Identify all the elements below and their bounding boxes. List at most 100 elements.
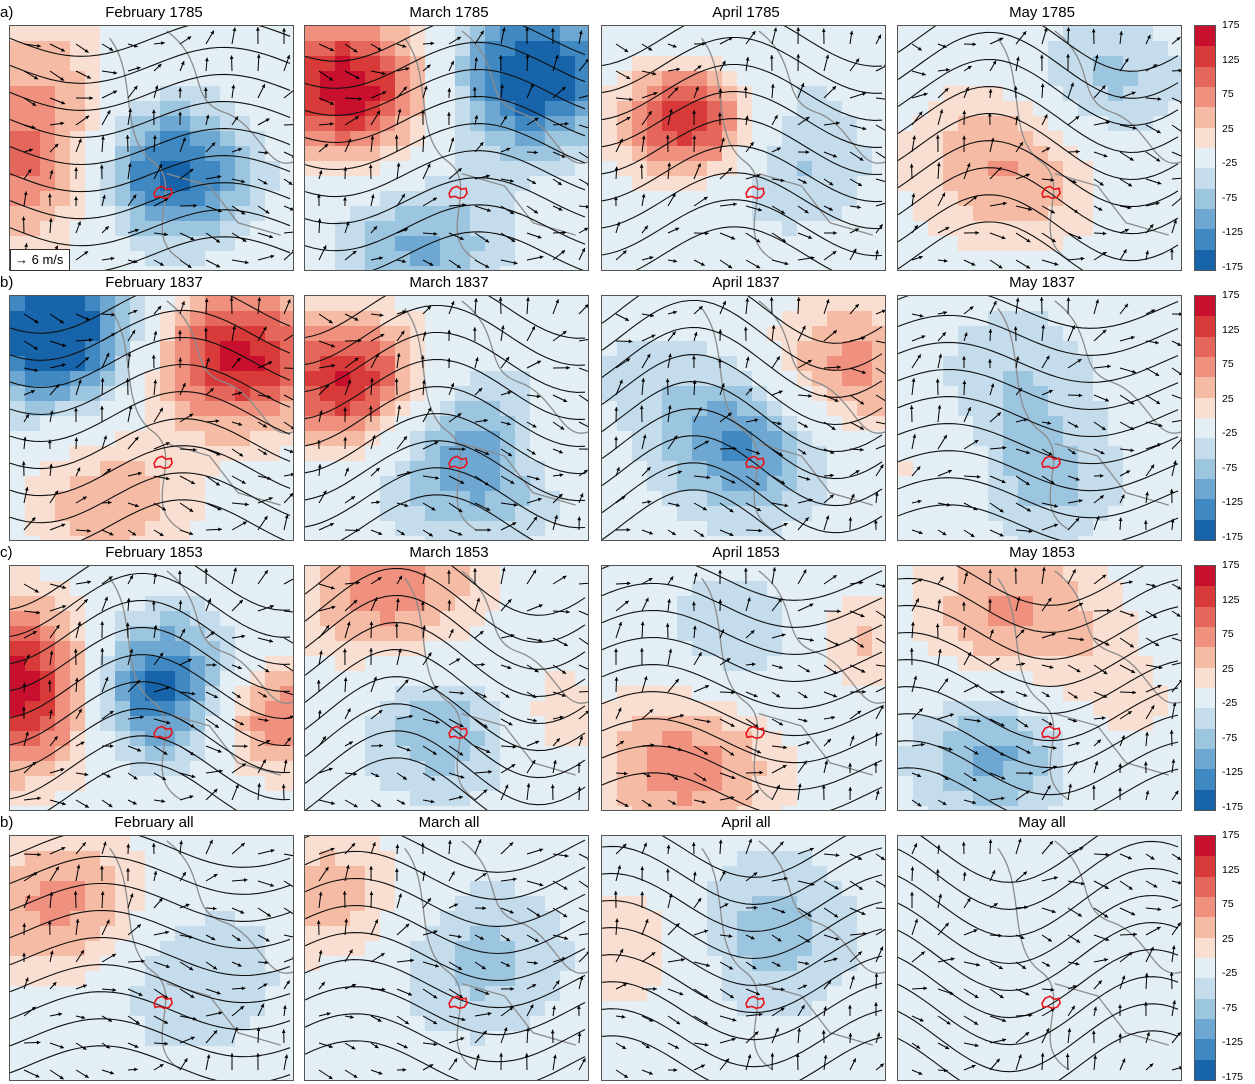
anomaly-cell bbox=[737, 416, 752, 431]
anomaly-cell bbox=[250, 536, 265, 540]
anomaly-cell bbox=[305, 341, 320, 356]
anomaly-cell bbox=[160, 611, 175, 626]
anomaly-cell bbox=[205, 686, 220, 701]
study-region-outline bbox=[153, 455, 173, 470]
anomaly-cell bbox=[575, 506, 588, 521]
anomaly-cell bbox=[485, 416, 500, 431]
anomaly-cell bbox=[500, 56, 515, 71]
wind-arrow-head bbox=[1023, 418, 1028, 422]
wind-arrow-head bbox=[423, 85, 428, 90]
anomaly-cell bbox=[470, 341, 485, 356]
wind-arrow-head bbox=[1121, 494, 1125, 499]
anomaly-cell bbox=[25, 146, 40, 161]
anomaly-cell bbox=[545, 446, 560, 461]
anomaly-cell bbox=[1033, 251, 1048, 266]
anomaly-cell bbox=[973, 461, 988, 476]
wind-arrow-head bbox=[127, 352, 132, 357]
anomaly-cell bbox=[515, 251, 530, 266]
anomaly-cell bbox=[1033, 326, 1048, 341]
wind-arrow-head bbox=[262, 759, 266, 764]
anomaly-cell bbox=[70, 41, 85, 56]
anomaly-cell bbox=[842, 26, 857, 41]
anomaly-cell bbox=[722, 476, 737, 491]
anomaly-cell bbox=[350, 581, 365, 596]
wind-arrow-head bbox=[396, 353, 401, 357]
anomaly-cell bbox=[752, 401, 767, 416]
anomaly-cell bbox=[265, 86, 280, 101]
anomaly-cell bbox=[70, 371, 85, 386]
anomaly-cell bbox=[602, 56, 617, 71]
wind-arrow-head bbox=[1078, 499, 1083, 503]
anomaly-cell bbox=[175, 26, 190, 41]
wind-arrow-head bbox=[34, 589, 39, 593]
anomaly-cell bbox=[395, 536, 410, 540]
anomaly-cell bbox=[365, 341, 380, 356]
anomaly-cell bbox=[130, 716, 145, 731]
anomaly-cell bbox=[305, 326, 320, 341]
anomaly-cell bbox=[1108, 236, 1123, 251]
wind-arrow-head bbox=[105, 352, 110, 357]
anomaly-cell bbox=[767, 341, 782, 356]
anomaly-cell bbox=[737, 491, 752, 506]
anomaly-cell bbox=[632, 146, 647, 161]
wind-arrow-head bbox=[510, 210, 515, 215]
anomaly-cell bbox=[485, 371, 500, 386]
wind-arrow-head bbox=[511, 238, 516, 242]
anomaly-cell bbox=[988, 326, 1003, 341]
anomaly-cell bbox=[25, 56, 40, 71]
wind-arrow-head bbox=[1130, 448, 1135, 453]
wind-arrow-head bbox=[833, 231, 837, 235]
anomaly-cell bbox=[335, 326, 350, 341]
anomaly-cell bbox=[235, 236, 250, 251]
study-region-outline bbox=[153, 725, 173, 740]
anomaly-cell bbox=[575, 431, 588, 446]
anomaly-cell bbox=[752, 116, 767, 131]
anomaly-cell bbox=[145, 206, 160, 221]
anomaly-cell bbox=[40, 761, 55, 776]
wind-arrow-head bbox=[584, 304, 588, 309]
anomaly-cell bbox=[320, 86, 335, 101]
wind-arrow-head bbox=[988, 358, 992, 363]
wind-arrow-head bbox=[1080, 256, 1085, 261]
anomaly-cell bbox=[677, 191, 692, 206]
anomaly-cell bbox=[470, 566, 485, 581]
anomaly-cell bbox=[1153, 131, 1168, 146]
anomaly-cell bbox=[692, 491, 707, 506]
anomaly-cell bbox=[575, 101, 588, 116]
anomaly-cell bbox=[425, 26, 440, 41]
anomaly-cell bbox=[1063, 461, 1078, 476]
anomaly-cell bbox=[145, 311, 160, 326]
wind-arrow-head bbox=[805, 150, 810, 154]
anomaly-cell bbox=[677, 236, 692, 251]
anomaly-cell bbox=[485, 311, 500, 326]
anomaly-cell bbox=[55, 131, 70, 146]
wind-arrow-head bbox=[317, 464, 322, 468]
anomaly-cell bbox=[943, 521, 958, 536]
anomaly-cell bbox=[380, 461, 395, 476]
anomaly-cell bbox=[190, 656, 205, 671]
anomaly-cell bbox=[692, 266, 707, 270]
anomaly-cell bbox=[692, 356, 707, 371]
wind-arrow-head bbox=[76, 467, 81, 472]
anomaly-cell bbox=[722, 176, 737, 191]
anomaly-cell bbox=[958, 326, 973, 341]
anomaly-cell bbox=[235, 71, 250, 86]
anomaly-cell bbox=[1048, 101, 1063, 116]
anomaly-cell bbox=[10, 131, 25, 146]
anomaly-cell bbox=[752, 71, 767, 86]
wind-arrow-head bbox=[232, 27, 237, 32]
anomaly-cell bbox=[205, 221, 220, 236]
wind-arrow-head bbox=[262, 423, 267, 428]
wind-arrow bbox=[1171, 177, 1181, 180]
anomaly-cell bbox=[350, 461, 365, 476]
colorbar-segment bbox=[1195, 168, 1215, 189]
anomaly-cell bbox=[485, 401, 500, 416]
anomaly-cell bbox=[280, 566, 293, 581]
wind-arrow-head bbox=[561, 250, 566, 254]
anomaly-cell bbox=[842, 146, 857, 161]
anomaly-cell bbox=[1048, 326, 1063, 341]
wind-arrow-head bbox=[531, 451, 536, 455]
anomaly-cell bbox=[85, 656, 100, 671]
wind-arrow-head bbox=[1070, 82, 1074, 87]
colorbar-tick-label: -125 bbox=[1222, 496, 1244, 509]
